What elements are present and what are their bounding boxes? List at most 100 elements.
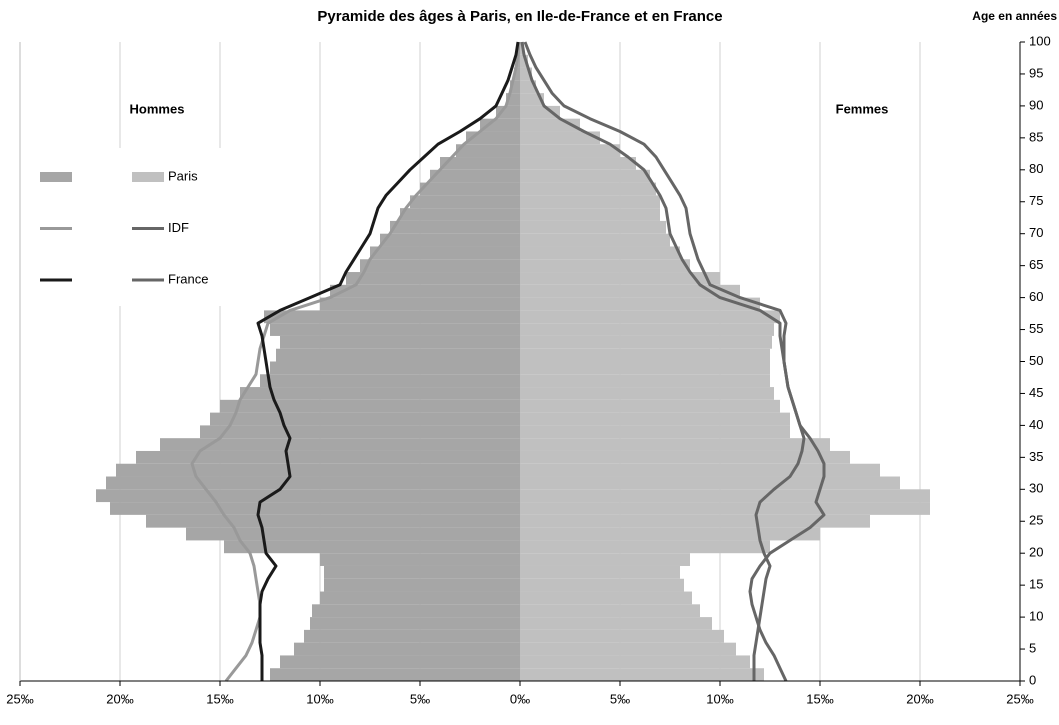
x-tick-label: 15‰	[206, 691, 233, 706]
line	[190, 41, 521, 682]
bar	[370, 246, 520, 260]
x-tick-label: 20‰	[906, 691, 933, 706]
bar	[324, 565, 520, 579]
bar	[520, 476, 900, 490]
bar	[320, 297, 520, 311]
bar	[520, 157, 636, 170]
bar	[270, 668, 520, 681]
bar	[110, 502, 520, 515]
bar	[520, 399, 780, 413]
bar	[514, 67, 520, 81]
bar	[116, 463, 520, 477]
bar	[520, 335, 772, 349]
bar	[360, 259, 520, 273]
line	[256, 41, 520, 681]
bar	[280, 335, 520, 349]
y-tick-label: 20	[1029, 545, 1043, 560]
legend-label: IDF	[168, 220, 189, 235]
x-tick-label: 10‰	[306, 691, 333, 706]
bar	[520, 450, 850, 464]
y-tick-label: 95	[1029, 65, 1043, 80]
bar	[276, 348, 520, 362]
bar	[440, 157, 520, 170]
y-tick-label: 60	[1029, 289, 1043, 304]
bar	[520, 578, 684, 592]
axes: 25‰ 20‰ 15‰ 10‰ 5‰ 0‰ 5‰ 10‰ 15‰ 20‰ 25‰ 0 5 10 15 20 25…	[6, 33, 1050, 706]
y-tick-label: 40	[1029, 417, 1043, 432]
bar	[520, 195, 660, 209]
bar	[520, 463, 880, 477]
bar	[520, 310, 780, 324]
bar	[520, 169, 650, 183]
x-tick-label: 25‰	[1006, 691, 1033, 706]
bar	[390, 220, 520, 234]
bar	[520, 412, 790, 426]
bars	[96, 42, 930, 681]
y-tick-label: 0	[1029, 672, 1036, 687]
bar	[520, 54, 528, 68]
bar	[430, 169, 520, 183]
bar	[310, 617, 520, 630]
bar	[320, 553, 520, 566]
left-label: Hommes	[130, 101, 185, 116]
legend-swatch	[132, 172, 164, 182]
bar	[320, 591, 520, 605]
bar	[520, 233, 670, 247]
bar	[520, 540, 770, 554]
y-tick-label: 5	[1029, 640, 1036, 655]
y-tick-label: 55	[1029, 321, 1043, 336]
bar	[520, 655, 750, 669]
bar	[410, 195, 520, 209]
legend-label: Paris	[168, 168, 198, 183]
y-tick-label: 65	[1029, 257, 1043, 272]
bar	[210, 412, 520, 426]
x-tick-label: 25‰	[6, 691, 33, 706]
bar	[400, 208, 520, 221]
legend-label: France	[168, 271, 208, 286]
bar	[520, 387, 774, 400]
y-tick-label: 70	[1029, 225, 1043, 240]
bar	[224, 540, 520, 554]
bar	[520, 259, 690, 273]
bar	[520, 182, 656, 196]
x-tick-label: 20‰	[106, 691, 133, 706]
bar	[380, 233, 520, 247]
bar	[304, 629, 520, 643]
y-tick-label: 80	[1029, 161, 1043, 176]
bar	[520, 246, 680, 260]
bar	[520, 668, 764, 681]
bar	[200, 425, 520, 439]
x-tick-label: 5‰	[610, 691, 630, 706]
bar	[520, 361, 770, 375]
bar	[520, 284, 740, 298]
legend: Paris IDF France	[28, 148, 228, 306]
bar	[520, 438, 830, 451]
y-tick-label: 45	[1029, 385, 1043, 400]
bar	[520, 131, 600, 145]
bar	[520, 514, 870, 528]
bar	[520, 604, 700, 618]
bar	[270, 361, 520, 375]
bar	[240, 387, 520, 400]
bar	[520, 629, 724, 643]
bar	[220, 399, 520, 413]
bar	[510, 80, 520, 94]
bar	[466, 131, 520, 145]
y-tick-label: 75	[1029, 193, 1043, 208]
bar	[520, 617, 712, 630]
y-tick-label: 35	[1029, 449, 1043, 464]
x-tick-label: 5‰	[410, 691, 430, 706]
bar	[280, 655, 520, 669]
x-tick-label: 0‰	[510, 691, 530, 706]
bar	[260, 374, 520, 388]
y-axis-label: Age en années	[972, 9, 1057, 23]
bar	[346, 272, 520, 285]
x-tick-label: 15‰	[806, 691, 833, 706]
bar	[520, 374, 770, 388]
y-tick-label: 50	[1029, 353, 1043, 368]
bar	[520, 502, 930, 515]
bar	[456, 144, 520, 158]
bar	[520, 297, 760, 311]
bar	[520, 425, 790, 439]
